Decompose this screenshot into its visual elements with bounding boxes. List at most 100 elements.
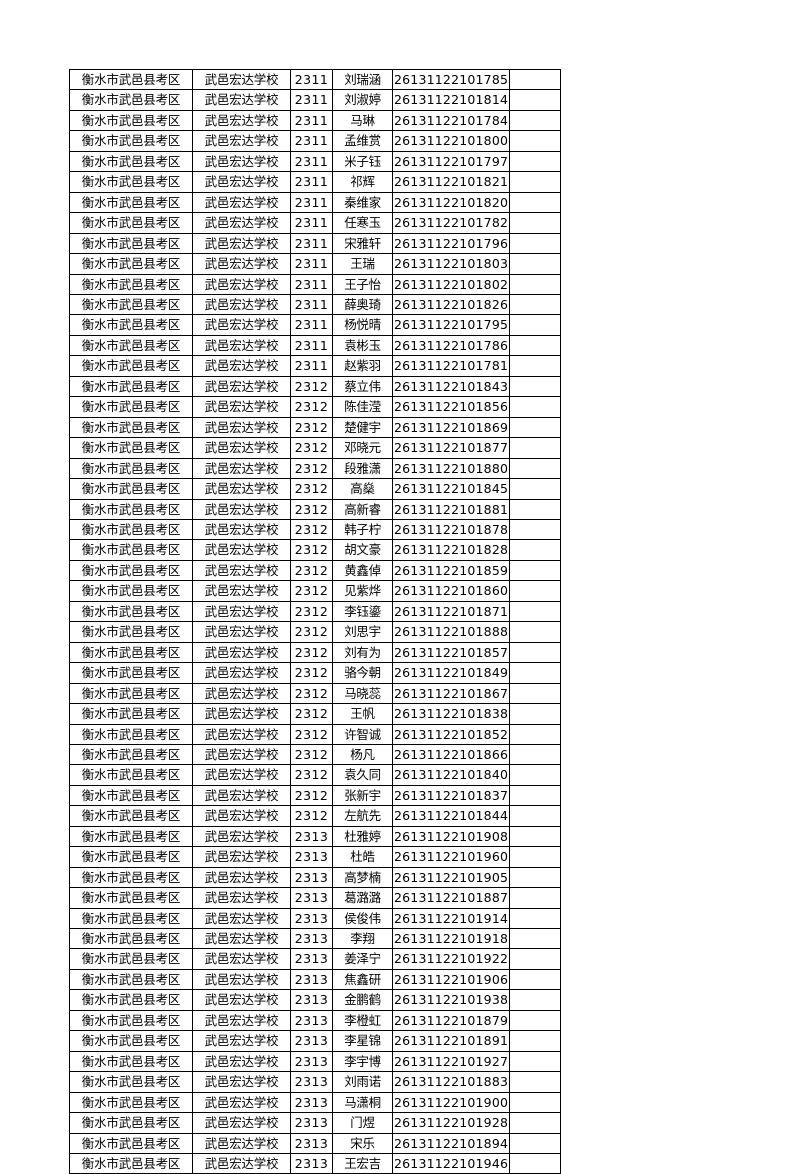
cell-district[interactable]: 衡水市武邑县考区 (69, 580, 193, 602)
cell-room[interactable]: 2311 (290, 150, 333, 173)
cell-school[interactable]: 武邑宏达学校 (192, 968, 291, 991)
cell-name[interactable]: 马琳 (332, 109, 393, 132)
table-row[interactable]: 衡水市武邑县考区 武邑宏达学校 2312 蔡立伟 26131122101843 (69, 375, 562, 398)
cell-name[interactable]: 刘瑞涵 (332, 68, 393, 91)
cell-exam_id[interactable]: 26131122101782 (391, 212, 511, 234)
cell-name[interactable]: 高燊 (332, 478, 393, 500)
cell-room[interactable]: 2313 (290, 907, 333, 930)
cell-district[interactable]: 衡水市武邑县考区 (69, 191, 193, 214)
cell-district[interactable]: 衡水市武邑县考区 (69, 539, 193, 561)
cell-school[interactable]: 武邑宏达学校 (192, 334, 291, 357)
cell-room[interactable]: 2312 (290, 396, 333, 418)
cell-name[interactable]: 门煜 (332, 1112, 393, 1134)
cell-blank[interactable] (509, 989, 562, 1011)
cell-school[interactable]: 武邑宏达学校 (192, 825, 291, 848)
cell-exam_id[interactable]: 26131122101927 (391, 1050, 511, 1073)
cell-district[interactable]: 衡水市武邑县考区 (69, 621, 193, 643)
cell-blank[interactable] (509, 559, 562, 582)
cell-name[interactable]: 宋乐 (332, 1132, 393, 1155)
cell-district[interactable]: 衡水市武邑县考区 (69, 478, 193, 500)
cell-room[interactable]: 2312 (290, 559, 333, 582)
cell-school[interactable]: 武邑宏达学校 (192, 621, 291, 643)
table-row[interactable]: 衡水市武邑县考区 武邑宏达学校 2312 黄鑫倬 26131122101859 (69, 559, 562, 582)
cell-name[interactable]: 葛潞潞 (332, 887, 393, 909)
table-row[interactable]: 衡水市武邑县考区 武邑宏达学校 2311 赵紫羽 26131122101781 (69, 355, 562, 377)
cell-blank[interactable] (509, 805, 562, 827)
cell-exam_id[interactable]: 26131122101821 (391, 171, 511, 193)
cell-exam_id[interactable]: 26131122101891 (391, 1030, 511, 1052)
cell-name[interactable]: 马晓蕊 (332, 682, 393, 705)
cell-blank[interactable] (509, 150, 562, 173)
table-row[interactable]: 衡水市武邑县考区 武邑宏达学校 2312 杨凡 26131122101866 (69, 743, 562, 766)
cell-name[interactable]: 见紫烨 (332, 580, 393, 602)
cell-room[interactable]: 2313 (290, 1030, 333, 1052)
cell-district[interactable]: 衡水市武邑县考区 (69, 355, 193, 377)
table-row[interactable]: 衡水市武邑县考区 武邑宏达学校 2313 焦鑫研 26131122101906 (69, 968, 562, 991)
cell-school[interactable]: 武邑宏达学校 (192, 1132, 291, 1155)
cell-name[interactable]: 胡文豪 (332, 539, 393, 561)
cell-name[interactable]: 李翔 (332, 928, 393, 950)
cell-school[interactable]: 武邑宏达学校 (192, 355, 291, 377)
cell-exam_id[interactable]: 26131122101960 (391, 846, 511, 868)
cell-room[interactable]: 2312 (290, 416, 333, 439)
cell-blank[interactable] (509, 1091, 562, 1114)
cell-name[interactable]: 邓晓元 (332, 437, 393, 459)
cell-name[interactable]: 秦维家 (332, 191, 393, 214)
cell-district[interactable]: 衡水市武邑县考区 (69, 1050, 193, 1073)
cell-exam_id[interactable]: 26131122101877 (391, 437, 511, 459)
cell-school[interactable]: 武邑宏达学校 (192, 641, 291, 664)
cell-blank[interactable] (509, 396, 562, 418)
cell-exam_id[interactable]: 26131122101800 (391, 130, 511, 152)
cell-exam_id[interactable]: 26131122101894 (391, 1132, 511, 1155)
cell-exam_id[interactable]: 26131122101928 (391, 1112, 511, 1134)
cell-room[interactable]: 2312 (290, 498, 333, 520)
cell-school[interactable]: 武邑宏达学校 (192, 1071, 291, 1093)
cell-room[interactable]: 2312 (290, 478, 333, 500)
cell-district[interactable]: 衡水市武邑县考区 (69, 1112, 193, 1134)
cell-exam_id[interactable]: 26131122101867 (391, 682, 511, 705)
cell-school[interactable]: 武邑宏达学校 (192, 1153, 291, 1174)
cell-blank[interactable] (509, 89, 562, 111)
table-row[interactable]: 衡水市武邑县考区 武邑宏达学校 2311 孟维赏 26131122101800 (69, 130, 562, 152)
cell-exam_id[interactable]: 26131122101883 (391, 1071, 511, 1093)
cell-district[interactable]: 衡水市武邑县考区 (69, 375, 193, 398)
cell-blank[interactable] (509, 866, 562, 889)
cell-exam_id[interactable]: 26131122101786 (391, 334, 511, 357)
table-row[interactable]: 衡水市武邑县考区 武邑宏达学校 2313 门煜 26131122101928 (69, 1112, 562, 1134)
cell-district[interactable]: 衡水市武邑县考区 (69, 784, 193, 807)
cell-exam_id[interactable]: 26131122101905 (391, 866, 511, 889)
cell-name[interactable]: 王宏吉 (332, 1153, 393, 1174)
cell-district[interactable]: 衡水市武邑县考区 (69, 89, 193, 111)
table-row[interactable]: 衡水市武邑县考区 武邑宏达学校 2311 秦维家 26131122101820 (69, 191, 562, 214)
cell-school[interactable]: 武邑宏达学校 (192, 293, 291, 316)
cell-district[interactable]: 衡水市武邑县考区 (69, 130, 193, 152)
cell-room[interactable]: 2311 (290, 273, 333, 295)
cell-name[interactable]: 刘思宇 (332, 621, 393, 643)
cell-exam_id[interactable]: 26131122101797 (391, 150, 511, 173)
cell-district[interactable]: 衡水市武邑县考区 (69, 825, 193, 848)
cell-blank[interactable] (509, 703, 562, 725)
table-row[interactable]: 衡水市武邑县考区 武邑宏达学校 2312 陈佳滢 26131122101856 (69, 396, 562, 418)
cell-district[interactable]: 衡水市武邑县考区 (69, 314, 193, 336)
cell-name[interactable]: 薛奥琦 (332, 293, 393, 316)
cell-room[interactable]: 2313 (290, 825, 333, 848)
cell-name[interactable]: 米子钰 (332, 150, 393, 173)
cell-blank[interactable] (509, 314, 562, 336)
cell-room[interactable]: 2313 (290, 1050, 333, 1073)
cell-school[interactable]: 武邑宏达学校 (192, 682, 291, 705)
cell-district[interactable]: 衡水市武邑县考区 (69, 764, 193, 786)
table-row[interactable]: 衡水市武邑县考区 武邑宏达学校 2313 刘雨诺 26131122101883 (69, 1071, 562, 1093)
cell-exam_id[interactable]: 26131122101938 (391, 989, 511, 1011)
cell-exam_id[interactable]: 26131122101838 (391, 703, 511, 725)
cell-school[interactable]: 武邑宏达学校 (192, 784, 291, 807)
cell-exam_id[interactable]: 26131122101878 (391, 518, 511, 541)
cell-room[interactable]: 2312 (290, 457, 333, 480)
cell-name[interactable]: 金鹏鹤 (332, 989, 393, 1011)
cell-room[interactable]: 2312 (290, 682, 333, 705)
cell-school[interactable]: 武邑宏达学校 (192, 866, 291, 889)
cell-blank[interactable] (509, 130, 562, 152)
cell-room[interactable]: 2313 (290, 1112, 333, 1134)
cell-exam_id[interactable]: 26131122101906 (391, 968, 511, 991)
cell-name[interactable]: 陈佳滢 (332, 396, 393, 418)
table-row[interactable]: 衡水市武邑县考区 武邑宏达学校 2312 袁久同 26131122101840 (69, 764, 562, 786)
